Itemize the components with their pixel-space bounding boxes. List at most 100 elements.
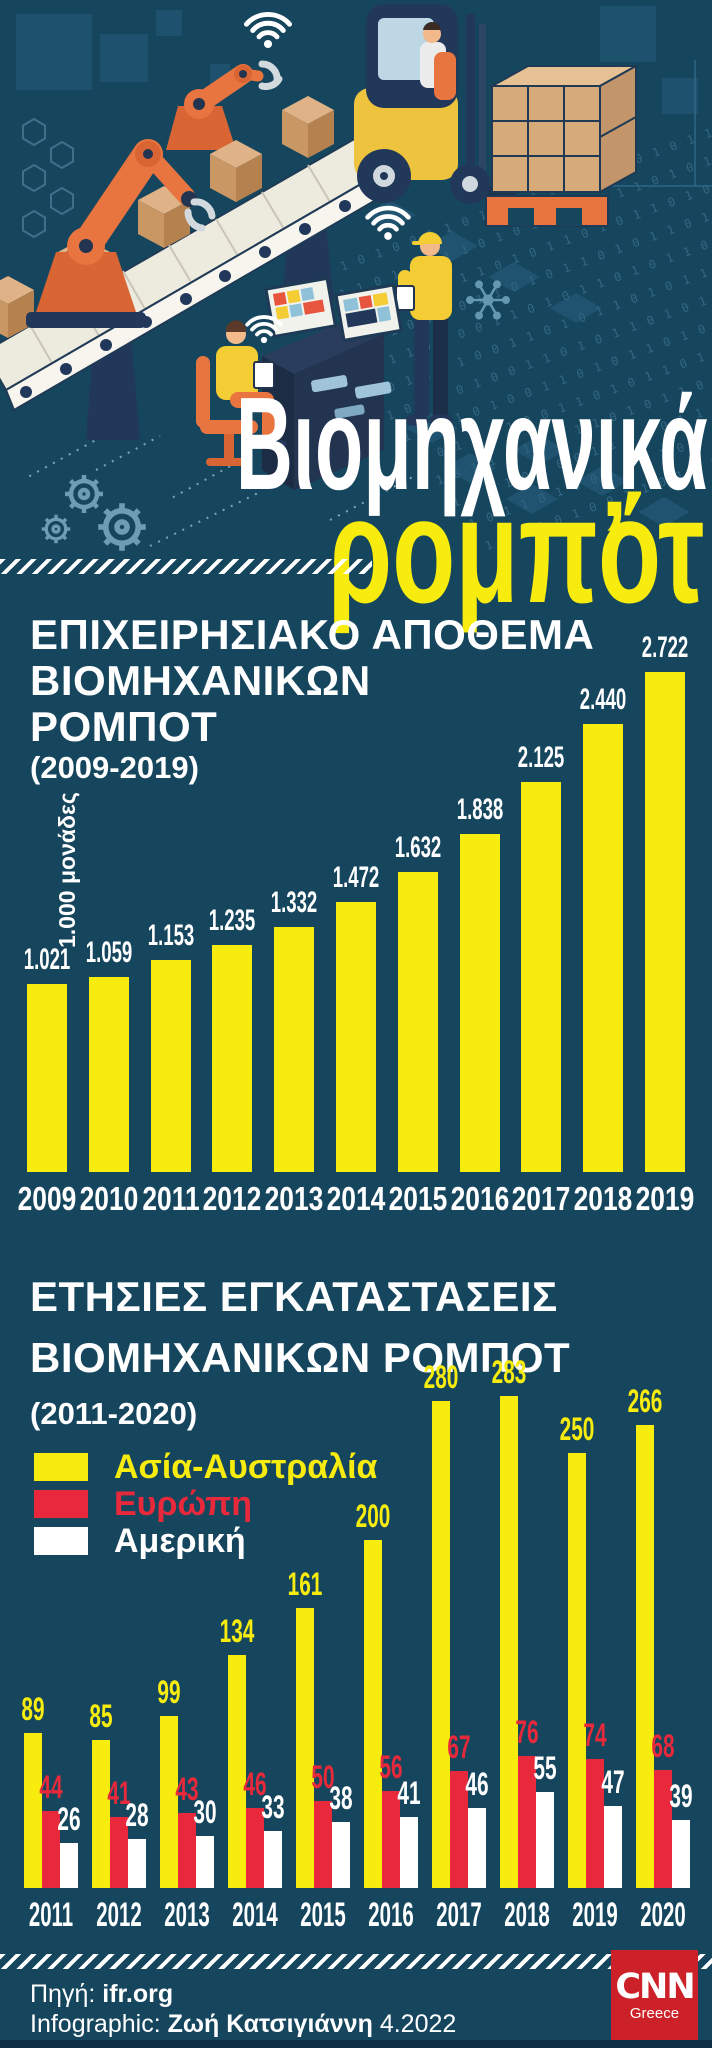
chart2-bar-value: 26 bbox=[57, 1801, 81, 1837]
chart1-x-tick: 2011 bbox=[141, 1180, 200, 1217]
chart2-bar-value: 89 bbox=[21, 1691, 45, 1727]
credit-date: 4.2022 bbox=[379, 2010, 457, 2038]
source-line: Πηγή: ifr.org bbox=[30, 1980, 173, 2009]
chart2-x-tick: 2019 bbox=[572, 1896, 618, 1934]
chart2-bar-value: 76 bbox=[515, 1714, 539, 1750]
legend-swatch bbox=[34, 1453, 88, 1481]
chart2-bar-value: 200 bbox=[355, 1498, 391, 1534]
footer-divider bbox=[0, 1954, 712, 1969]
chart1-bar bbox=[150, 960, 191, 1172]
chart1-x-tick: 2012 bbox=[202, 1180, 262, 1217]
chart1-y-axis-label: 1.000 μονάδες bbox=[54, 792, 80, 948]
chart2-bar-america bbox=[536, 1792, 554, 1888]
cnn-logo-subtext: Greece bbox=[629, 2004, 680, 2022]
chart1-bar-value: 1.153 bbox=[147, 919, 194, 952]
chart1-bar-value: 2.722 bbox=[641, 631, 689, 664]
chart1-x-tick: 2013 bbox=[264, 1180, 324, 1217]
credit-line: Infographic: Ζωή Κατσιγιάννη 4.2022 bbox=[30, 2010, 456, 2039]
chart1-x-tick: 2016 bbox=[450, 1180, 509, 1217]
isometric-floor-tiles bbox=[364, 200, 690, 527]
credit-label: Infographic: bbox=[30, 2010, 161, 2038]
molecule-icon bbox=[466, 280, 510, 320]
chart2-bar-value: 39 bbox=[669, 1778, 693, 1814]
source-label: Πηγή: bbox=[30, 1980, 96, 2008]
chart2-bar-value: 67 bbox=[447, 1729, 471, 1765]
chart1-bar bbox=[26, 984, 67, 1172]
chart1-bar bbox=[212, 945, 253, 1172]
chart2-bar-asia bbox=[160, 1716, 178, 1888]
page-title-line2: ρομπότ bbox=[327, 466, 704, 634]
chart2-bar-value: 85 bbox=[89, 1698, 113, 1734]
standing-worker bbox=[368, 208, 453, 426]
chart2-bar-value: 44 bbox=[39, 1769, 63, 1805]
chart1-bar bbox=[88, 977, 129, 1172]
legend-item: Ασία-Αυστραλία bbox=[34, 1448, 377, 1486]
chart1-bar-value: 1.632 bbox=[394, 831, 441, 864]
chart2-x-tick: 2013 bbox=[164, 1896, 210, 1934]
chart1-x-tick: 2010 bbox=[79, 1180, 139, 1217]
legend-swatch bbox=[34, 1490, 88, 1518]
chart2-bar-value: 46 bbox=[243, 1766, 267, 1802]
chart2-bar-value: 33 bbox=[261, 1789, 285, 1825]
chart2-x-tick: 2012 bbox=[96, 1896, 142, 1934]
chart1-bar bbox=[274, 927, 315, 1172]
chart2-title-line2: ΒΙΟΜΗΧΑΝΙΚΩΝ ΡΟΜΠΟΤ bbox=[30, 1334, 571, 1381]
chart1-bar-value: 1.059 bbox=[85, 936, 132, 969]
chart2-bar-america bbox=[196, 1836, 214, 1888]
chart2-bar-value: 161 bbox=[287, 1566, 323, 1602]
chart2-bar-value: 280 bbox=[423, 1359, 459, 1395]
gears-icon bbox=[40, 475, 146, 551]
page-title-line1: Βιομηχανικά bbox=[235, 370, 708, 517]
chart2-x-tick: 2014 bbox=[232, 1896, 278, 1934]
forklift-icon bbox=[354, 4, 516, 204]
chart1-bar-value: 2.440 bbox=[579, 683, 627, 716]
chart2-title: ΕΤΗΣΙΕΣ ΕΓΚΑΤΑΣΤΑΣΕΙΣ ΒΙΟΜΗΧΑΝΙΚΩΝ ΡΟΜΠΟ… bbox=[30, 1266, 570, 1388]
chart2-bar-value: 47 bbox=[601, 1764, 625, 1800]
chart1-bar-value: 2.125 bbox=[518, 741, 565, 774]
chart2-bar-value: 74 bbox=[583, 1717, 607, 1753]
chart2-bar-america bbox=[468, 1808, 486, 1888]
chart2-bar-value: 41 bbox=[397, 1775, 421, 1811]
chart2-bar-europe bbox=[382, 1791, 400, 1888]
dotted-lines bbox=[25, 427, 431, 547]
credit-author: Ζωή Κατσιγιάννη bbox=[167, 2010, 373, 2038]
sitting-worker bbox=[196, 315, 287, 466]
chart2-bar-value: 55 bbox=[533, 1750, 557, 1786]
chart2-bar-value: 30 bbox=[193, 1794, 217, 1830]
chart2-bar-europe bbox=[654, 1770, 672, 1888]
chart2-bar-value: 43 bbox=[175, 1771, 199, 1807]
chart2-bar-value: 38 bbox=[329, 1780, 353, 1816]
chart2-bar-america bbox=[332, 1822, 350, 1888]
chart1-title-line1: ΕΠΙΧΕΙΡΗΣΙΑΚΟ ΑΠΟΘΕΜΑ bbox=[30, 611, 595, 658]
chart1-bar-value: 1.235 bbox=[209, 904, 256, 937]
chart2-bar-asia bbox=[636, 1425, 654, 1888]
chart1-title-line3: ΡΟΜΠΟΤ bbox=[30, 703, 218, 750]
header-illustration: 1 0 1 1 0 1 0 0 1 1 0 1 0 1 1 0 1 0 1 1 … bbox=[0, 4, 712, 560]
chart1-x-tick: 2019 bbox=[635, 1180, 695, 1217]
legend-item: Ευρώπη bbox=[34, 1485, 252, 1523]
chart2-bar-europe bbox=[314, 1801, 332, 1888]
chart2-x-tick: 2011 bbox=[28, 1896, 74, 1934]
chart2-bar-asia bbox=[296, 1608, 314, 1888]
chart2-bar-value: 68 bbox=[651, 1728, 675, 1764]
chart1-bar-value: 1.838 bbox=[456, 793, 503, 826]
background-squares-pattern bbox=[16, 6, 698, 114]
control-console bbox=[262, 276, 403, 490]
chart2-bar-asia bbox=[432, 1401, 450, 1888]
chart1-title-line2: ΒΙΟΜΗΧΑΝΙΚΩΝ bbox=[30, 657, 371, 704]
chart2-bar-europe bbox=[518, 1756, 536, 1888]
chart2-bar-europe bbox=[110, 1817, 128, 1888]
chart1-bar bbox=[397, 872, 438, 1172]
chart1-bar bbox=[521, 782, 562, 1172]
legend-item: Αμερική bbox=[34, 1522, 246, 1560]
chart1-subtitle: (2009-2019) bbox=[30, 750, 199, 785]
chart2-bar-value: 46 bbox=[465, 1766, 489, 1802]
legend-label: Αμερική bbox=[114, 1521, 246, 1560]
legend-label: Ασία-Αυστραλία bbox=[114, 1447, 378, 1486]
chart2-bar-asia bbox=[92, 1740, 110, 1888]
chart2-bar-europe bbox=[586, 1759, 604, 1888]
chart1-x-tick: 2014 bbox=[326, 1180, 386, 1217]
chart1-title: ΕΠΙΧΕΙΡΗΣΙΑΚΟ ΑΠΟΘΕΜΑ ΒΙΟΜΗΧΑΝΙΚΩΝ ΡΟΜΠΟ… bbox=[30, 612, 594, 750]
chart2-bar-america bbox=[128, 1839, 146, 1888]
